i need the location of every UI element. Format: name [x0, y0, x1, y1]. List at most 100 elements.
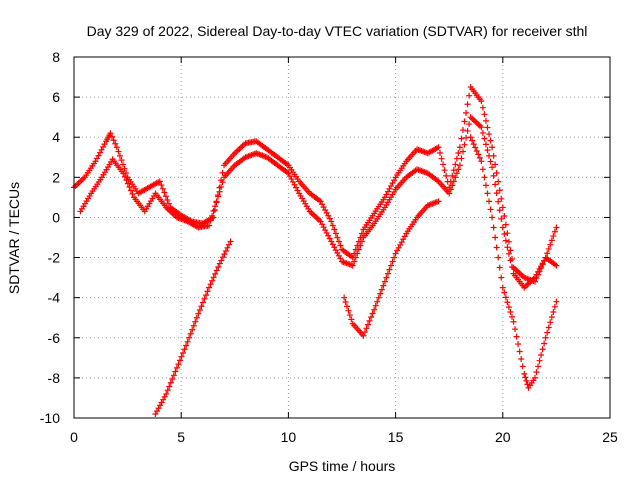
data-point-fill [192, 318, 199, 325]
data-point-fill [495, 254, 502, 261]
data-point [489, 214, 496, 221]
data-point-fill [116, 152, 123, 159]
data-point-fill [481, 174, 488, 181]
data-point-fill [377, 290, 384, 297]
data-point-fill [352, 254, 359, 261]
data-point-fill [219, 254, 226, 261]
data-point-fill [496, 264, 503, 271]
data-point-fill [487, 158, 494, 165]
data-point-fill [461, 118, 468, 125]
data-point-fill [519, 363, 526, 370]
data-point-fill [450, 178, 457, 185]
data-point-fill [547, 319, 554, 326]
data-point-fill [479, 104, 486, 111]
data-point [163, 390, 170, 397]
data-point-fill [201, 295, 208, 302]
data-point-fill [159, 185, 166, 192]
data-point-fill [447, 186, 454, 193]
data-point [478, 124, 485, 131]
data-point-fill [181, 346, 188, 353]
data-point-fill [464, 127, 471, 134]
data-point-fill [363, 325, 370, 332]
y-tick-label: -10 [40, 410, 60, 426]
data-point-fill [536, 357, 543, 364]
y-tick-label: 8 [52, 49, 60, 65]
data-point-fill [545, 324, 552, 331]
data-point-fill [346, 312, 353, 319]
data-point-fill [482, 182, 489, 189]
data-point-fill [170, 372, 177, 379]
x-tick-label: 5 [177, 429, 185, 445]
data-point-fill [348, 316, 355, 323]
data-point-fill [518, 355, 525, 362]
data-point-fill [109, 133, 116, 140]
data-point-fill [215, 264, 222, 271]
data-point-fill [337, 242, 344, 249]
data-point-fill [486, 198, 493, 205]
data-point-fill [504, 299, 511, 306]
x-tick-label: 10 [281, 429, 297, 445]
data-point-fill [547, 241, 554, 248]
data-point-fill [344, 303, 351, 310]
data-point [371, 306, 378, 313]
data-point-fill [210, 274, 217, 281]
y-tick-label: -6 [48, 330, 61, 346]
data-point-fill [366, 317, 373, 324]
data-point-fill [372, 302, 379, 309]
data-point-fill [458, 155, 465, 162]
data-point-fill [522, 374, 529, 381]
data-point-fill [391, 254, 398, 261]
data-point-fill [388, 262, 395, 269]
data-point-fill [212, 203, 219, 210]
data-point-fill [365, 321, 372, 328]
data-point-fill [180, 349, 187, 356]
data-point-fill [207, 281, 214, 288]
data-point [553, 262, 560, 269]
data-point-fill [124, 180, 131, 187]
data-point-fill [216, 188, 223, 195]
data-point-fill [492, 234, 499, 241]
data-point [456, 144, 463, 151]
data-point-fill [345, 307, 352, 314]
data-point-fill [183, 342, 190, 349]
data-point-fill [512, 326, 519, 333]
data-point-fill [455, 149, 462, 156]
data-point [489, 164, 496, 171]
data-point [184, 338, 191, 345]
data-point [467, 134, 474, 141]
data-point-fill [484, 190, 491, 197]
data-point-fill [502, 221, 509, 228]
data-point [499, 204, 506, 211]
data-point-fill [461, 141, 468, 148]
data-point-fill [481, 135, 488, 142]
data-point-fill [368, 314, 375, 321]
data-point [553, 224, 560, 231]
data-point-fill [490, 172, 497, 179]
data-point [113, 144, 120, 151]
data-point-fill [482, 117, 489, 124]
data-point-fill [484, 124, 491, 131]
data-point-fill [342, 299, 349, 306]
data-point-fill [332, 230, 339, 237]
data-point-fill [504, 244, 511, 251]
data-point-fill [502, 294, 509, 301]
data-point-fill [209, 212, 216, 219]
data-point-fill [548, 237, 555, 244]
data-point-fill [218, 257, 225, 264]
data-point-fill [199, 299, 206, 306]
data-point-fill [224, 244, 231, 251]
data-point-fill [492, 181, 499, 188]
data-point-fill [212, 270, 219, 277]
data-point-fill [501, 289, 508, 296]
data-point-fill [473, 147, 480, 154]
data-point [156, 178, 163, 185]
data-point-fill [470, 141, 477, 148]
data-point-fill [495, 178, 502, 185]
data-point-fill [164, 196, 171, 203]
y-tick-label: -8 [48, 370, 61, 386]
data-point-fill [475, 151, 482, 158]
data-point-fill [544, 250, 551, 257]
data-point-fill [127, 187, 134, 194]
data-point-fill [538, 351, 545, 358]
grid-layer [74, 57, 610, 418]
